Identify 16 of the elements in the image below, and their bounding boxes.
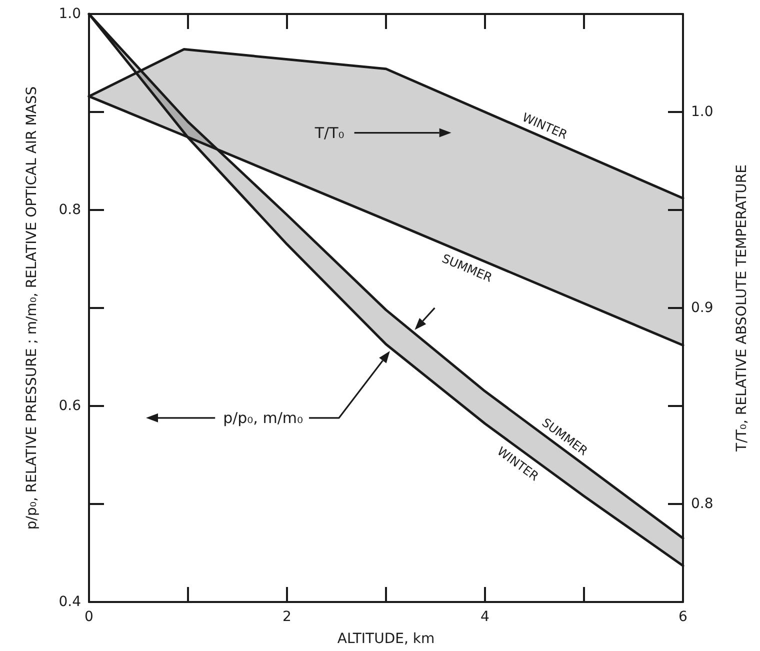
x-tick-label: 0 <box>84 609 94 625</box>
x-tick-label: 2 <box>282 609 292 625</box>
y2-tick-label: 1.0 <box>691 104 714 120</box>
y-axis-title: p/p₀, RELATIVE PRESSURE ; m/m₀, RELATIVE OPTICAL AIR MASS <box>24 86 40 530</box>
y-tick-label: 0.6 <box>58 398 82 414</box>
y2-axis-title: T/T₀, RELATIVE ABSOLUTE TEMPERATURE <box>734 164 750 452</box>
annotation: p/p₀, m/m₀ <box>223 408 304 427</box>
y-tick-label: 0.4 <box>58 594 82 610</box>
y2-tick-label: 0.8 <box>691 496 714 512</box>
y-tick-label: 0.8 <box>58 202 81 218</box>
x-axis-title: ALTITUDE, km <box>337 631 435 647</box>
x-tick-label: 4 <box>480 609 490 625</box>
y-tick-label: 1.0 <box>58 6 81 22</box>
y2-tick-label: 0.9 <box>691 300 714 316</box>
x-tick-label: 6 <box>678 609 688 625</box>
annotation: T/T₀ <box>314 124 344 142</box>
